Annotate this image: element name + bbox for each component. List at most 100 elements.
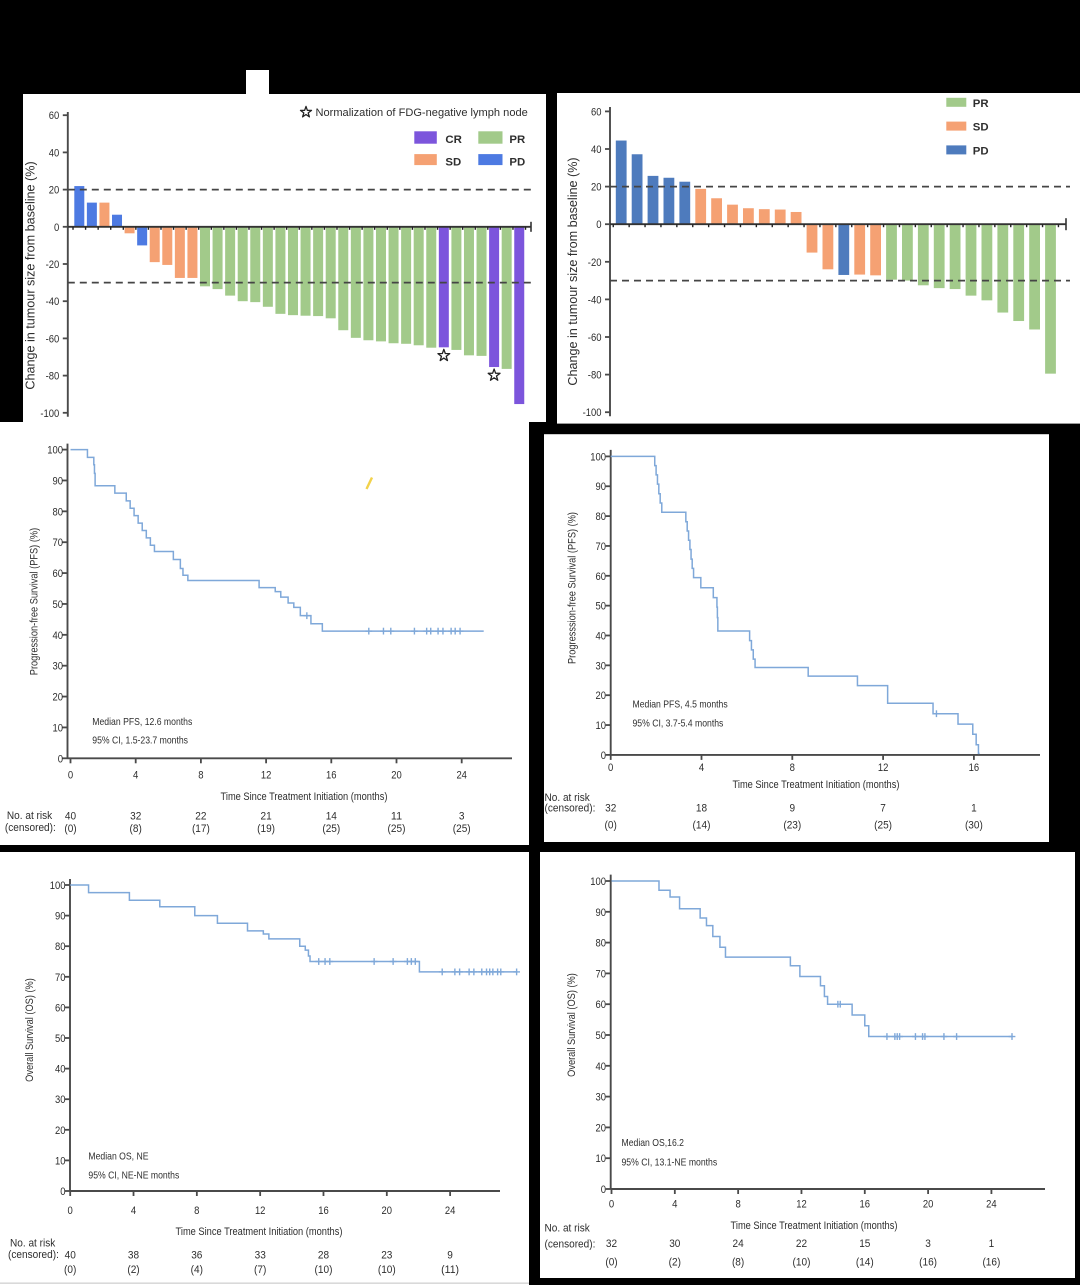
svg-text:Overall Survival (OS) (%): Overall Survival (OS) (%) [24, 978, 36, 1082]
svg-text:24: 24 [733, 1238, 744, 1250]
svg-text:-80: -80 [588, 370, 602, 382]
svg-text:Median PFS, 4.5 months: Median PFS, 4.5 months [633, 700, 728, 711]
svg-text:22: 22 [796, 1238, 807, 1250]
svg-text:-40: -40 [588, 294, 602, 306]
svg-text:Change in tumour size from bas: Change in tumour size from baseline (%) [24, 161, 38, 389]
svg-text:90: 90 [596, 907, 607, 919]
svg-text:(14): (14) [693, 820, 711, 832]
svg-text:(0): (0) [605, 820, 617, 832]
svg-text:-20: -20 [46, 259, 60, 271]
svg-text:40: 40 [55, 1064, 66, 1076]
svg-text:9: 9 [790, 803, 796, 815]
svg-text:90: 90 [596, 481, 607, 493]
svg-text:4: 4 [699, 762, 704, 774]
svg-text:12: 12 [261, 770, 272, 782]
svg-text:10: 10 [53, 722, 64, 734]
svg-text:(10): (10) [378, 1264, 396, 1276]
svg-text:11: 11 [391, 811, 402, 823]
svg-text:(19): (19) [257, 823, 275, 835]
svg-text:-40: -40 [46, 296, 60, 308]
svg-text:40: 40 [49, 147, 60, 159]
svg-text:50: 50 [55, 1033, 66, 1045]
svg-text:Change in tumour size from bas: Change in tumour size from baseline (%) [566, 157, 580, 385]
svg-text:60: 60 [55, 1002, 66, 1014]
svg-text:20: 20 [391, 770, 402, 782]
svg-text:(2): (2) [669, 1257, 681, 1269]
svg-text:-80: -80 [46, 371, 60, 383]
svg-text:100: 100 [590, 876, 606, 888]
svg-text:Normalization of FDG-negative: Normalization of FDG-negative lymph node [316, 107, 528, 119]
svg-text:0: 0 [60, 1186, 65, 1198]
svg-text:10: 10 [55, 1155, 66, 1167]
svg-text:Median PFS, 12.6 months: Median PFS, 12.6 months [92, 717, 192, 728]
svg-text:No. at risk: No. at risk [7, 810, 53, 822]
svg-text:40: 40 [596, 1061, 607, 1073]
svg-text:32: 32 [605, 803, 616, 815]
svg-text:50: 50 [596, 601, 607, 613]
svg-text:24: 24 [456, 770, 467, 782]
svg-text:80: 80 [596, 511, 607, 523]
svg-text:30: 30 [596, 1092, 607, 1104]
svg-text:90: 90 [53, 476, 64, 488]
svg-text:100: 100 [47, 445, 63, 457]
svg-text:3: 3 [459, 811, 465, 823]
svg-text:(8): (8) [732, 1257, 744, 1269]
svg-text:-60: -60 [588, 332, 602, 344]
svg-text:40: 40 [65, 1250, 76, 1262]
svg-text:-100: -100 [40, 408, 59, 420]
svg-text:0: 0 [601, 1184, 606, 1196]
svg-text:-20: -20 [588, 257, 602, 269]
svg-text:Time Since Treatment Initiatio: Time Since Treatment Initiation (months) [221, 791, 388, 803]
svg-text:70: 70 [53, 537, 64, 549]
svg-text:20: 20 [55, 1125, 66, 1137]
svg-text:4: 4 [131, 1205, 136, 1217]
svg-text:0: 0 [68, 770, 73, 782]
svg-text:(10): (10) [315, 1264, 333, 1276]
svg-text:Progresssion-free Survival (PF: Progresssion-free Survival (PFS) (%) [567, 512, 579, 664]
svg-text:(censored):: (censored): [545, 1239, 596, 1251]
svg-text:(censored):: (censored): [5, 822, 56, 834]
svg-text:Overall Survival (OS) (%): Overall Survival (OS) (%) [566, 973, 578, 1077]
svg-text:1: 1 [989, 1238, 995, 1250]
svg-text:95% CI, 3.7-5.4 months: 95% CI, 3.7-5.4 months [633, 719, 724, 730]
svg-text:0: 0 [54, 222, 59, 234]
svg-text:PD: PD [509, 156, 525, 168]
svg-text:70: 70 [55, 972, 66, 984]
svg-text:CR: CR [445, 134, 462, 146]
svg-text:Median OS, NE: Median OS, NE [88, 1152, 148, 1163]
svg-text:30: 30 [53, 661, 64, 673]
svg-text:0: 0 [608, 762, 613, 774]
svg-text:No. at risk: No. at risk [545, 1223, 591, 1235]
svg-text:20: 20 [591, 182, 602, 194]
svg-text:23: 23 [381, 1250, 392, 1262]
svg-text:14: 14 [326, 811, 337, 823]
svg-text:No. at risk: No. at risk [545, 792, 591, 804]
svg-text:(10): (10) [793, 1257, 811, 1269]
svg-text:(8): (8) [130, 823, 142, 835]
svg-text:50: 50 [53, 599, 64, 611]
svg-text:8: 8 [198, 770, 203, 782]
svg-text:3: 3 [925, 1238, 931, 1250]
svg-text:PD: PD [973, 145, 989, 157]
svg-text:20: 20 [596, 1122, 607, 1134]
svg-text:(25): (25) [874, 820, 892, 832]
svg-text:95% CI, 13.1-NE months: 95% CI, 13.1-NE months [622, 1158, 718, 1169]
svg-text:(25): (25) [322, 823, 340, 835]
svg-text:Time Since Treatment Initiatio: Time Since Treatment Initiation (months) [731, 1220, 898, 1232]
svg-text:Time Since Treatment Initiatio: Time Since Treatment Initiation (months) [176, 1226, 343, 1238]
svg-text:100: 100 [590, 451, 606, 463]
svg-text:(0): (0) [64, 823, 76, 835]
svg-text:60: 60 [49, 110, 60, 122]
svg-text:Time Since Treatment Initiatio: Time Since Treatment Initiation (months) [733, 779, 900, 791]
svg-text:60: 60 [591, 106, 602, 118]
svg-text:30: 30 [55, 1094, 66, 1106]
svg-text:60: 60 [596, 999, 607, 1011]
svg-text:0: 0 [68, 1205, 73, 1217]
svg-text:4: 4 [672, 1199, 677, 1211]
svg-text:20: 20 [49, 185, 60, 197]
svg-text:70: 70 [596, 968, 607, 980]
svg-text:20: 20 [923, 1199, 934, 1211]
svg-text:20: 20 [53, 692, 64, 704]
svg-text:10: 10 [596, 720, 607, 732]
svg-text:40: 40 [53, 630, 64, 642]
